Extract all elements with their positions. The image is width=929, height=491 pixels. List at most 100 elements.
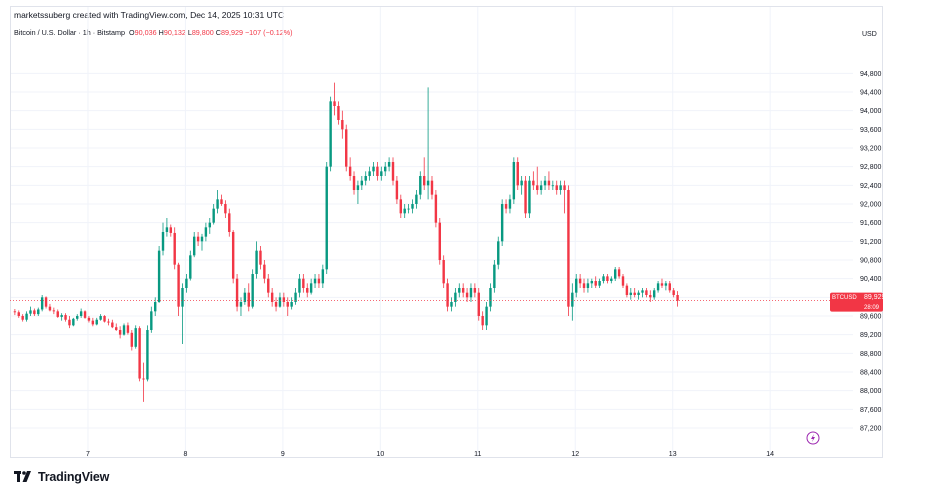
candle	[216, 190, 219, 214]
candle	[442, 255, 445, 288]
candle	[641, 288, 644, 298]
candle	[582, 278, 586, 293]
candle	[83, 310, 87, 319]
symbol-name: Bitcoin / U.S. Dollar · 1h · Bitstamp	[14, 28, 126, 37]
candle	[17, 310, 20, 318]
candle	[660, 278, 664, 288]
candle	[567, 185, 570, 316]
candle	[341, 110, 344, 139]
candle	[294, 288, 297, 305]
price-axis[interactable]: USD 87,200 87,600 88,000 88,400 88,800 89,200…	[860, 31, 882, 433]
candle	[504, 199, 508, 214]
candle-body	[154, 302, 157, 312]
tradingview-logo[interactable]: TradingView	[14, 470, 109, 484]
candle-body	[676, 295, 679, 301]
candle	[189, 250, 192, 281]
candle-body	[645, 290, 648, 295]
y-tick-label: 88,400	[860, 370, 882, 377]
candle-body	[399, 199, 403, 214]
candle	[333, 82, 336, 116]
candle	[68, 316, 71, 329]
candle-body	[477, 292, 480, 316]
candle	[274, 297, 278, 312]
y-tick-label: 90,400	[860, 276, 882, 283]
candle	[656, 281, 660, 293]
candle	[192, 232, 196, 258]
x-tick-label: 11	[474, 451, 481, 458]
candle-body	[625, 285, 629, 295]
candle	[391, 157, 395, 186]
candle	[450, 297, 453, 312]
candle	[469, 283, 473, 302]
candle-body	[17, 312, 20, 316]
candle	[325, 162, 328, 274]
candle-body	[352, 176, 356, 190]
candle-body	[185, 278, 188, 288]
candle	[372, 162, 375, 176]
x-tick-label: 7	[86, 451, 90, 458]
candle	[99, 314, 102, 321]
candle-body	[391, 162, 395, 181]
candle	[516, 157, 519, 190]
candle-body	[664, 283, 668, 286]
candle	[419, 171, 422, 200]
price-tag-countdown: 28:09	[864, 305, 880, 311]
candle-body	[247, 292, 250, 307]
candle	[309, 278, 313, 295]
candle-body	[130, 332, 134, 347]
lightning-icon[interactable]	[806, 431, 820, 445]
candle	[251, 269, 254, 309]
candle	[422, 157, 426, 190]
candle-body	[512, 162, 516, 200]
x-tick-label: 13	[669, 451, 677, 458]
candle-body	[356, 185, 360, 190]
candle-body	[633, 292, 636, 295]
candle	[356, 180, 360, 204]
candle-body	[578, 278, 582, 284]
candle-body	[376, 166, 379, 176]
candle	[255, 241, 258, 279]
candle-body	[637, 292, 640, 295]
candle	[231, 230, 235, 284]
candle-body	[497, 241, 500, 265]
candle-body	[25, 313, 28, 320]
candle	[528, 176, 531, 218]
candle-body	[224, 204, 227, 214]
candle	[29, 306, 32, 316]
candle	[306, 283, 309, 298]
candle	[551, 180, 555, 190]
candle	[532, 171, 535, 190]
y-tick-label: 90,800	[860, 258, 882, 265]
candle-body	[403, 208, 406, 214]
candle	[512, 157, 516, 204]
candle-body	[458, 288, 461, 293]
candle-body	[107, 321, 110, 323]
candle-body	[333, 101, 336, 106]
candle-body	[450, 302, 453, 307]
candle-body	[602, 276, 605, 281]
x-tick-label: 14	[766, 451, 774, 458]
candle	[87, 316, 91, 323]
currency-label: USD	[862, 31, 877, 38]
candle	[115, 323, 118, 331]
y-tick-label: 93,200	[860, 146, 882, 153]
candle-body	[590, 281, 594, 284]
candle-body	[539, 185, 543, 190]
candle	[25, 311, 28, 322]
candle-body	[267, 278, 270, 293]
candle-body	[582, 283, 586, 288]
y-tick-label: 87,200	[860, 426, 882, 433]
candle	[79, 308, 83, 318]
candle	[290, 297, 293, 310]
candle-body	[610, 278, 613, 281]
logo-text: TradingView	[38, 470, 110, 484]
candle	[130, 330, 134, 351]
candle	[313, 274, 317, 288]
candle	[380, 166, 383, 181]
candle	[37, 307, 40, 316]
candle-body	[329, 101, 332, 167]
time-axis[interactable]: 7 8 9 10 11 12 13 14	[86, 451, 774, 458]
candle	[337, 101, 340, 125]
candle-body	[208, 222, 211, 228]
